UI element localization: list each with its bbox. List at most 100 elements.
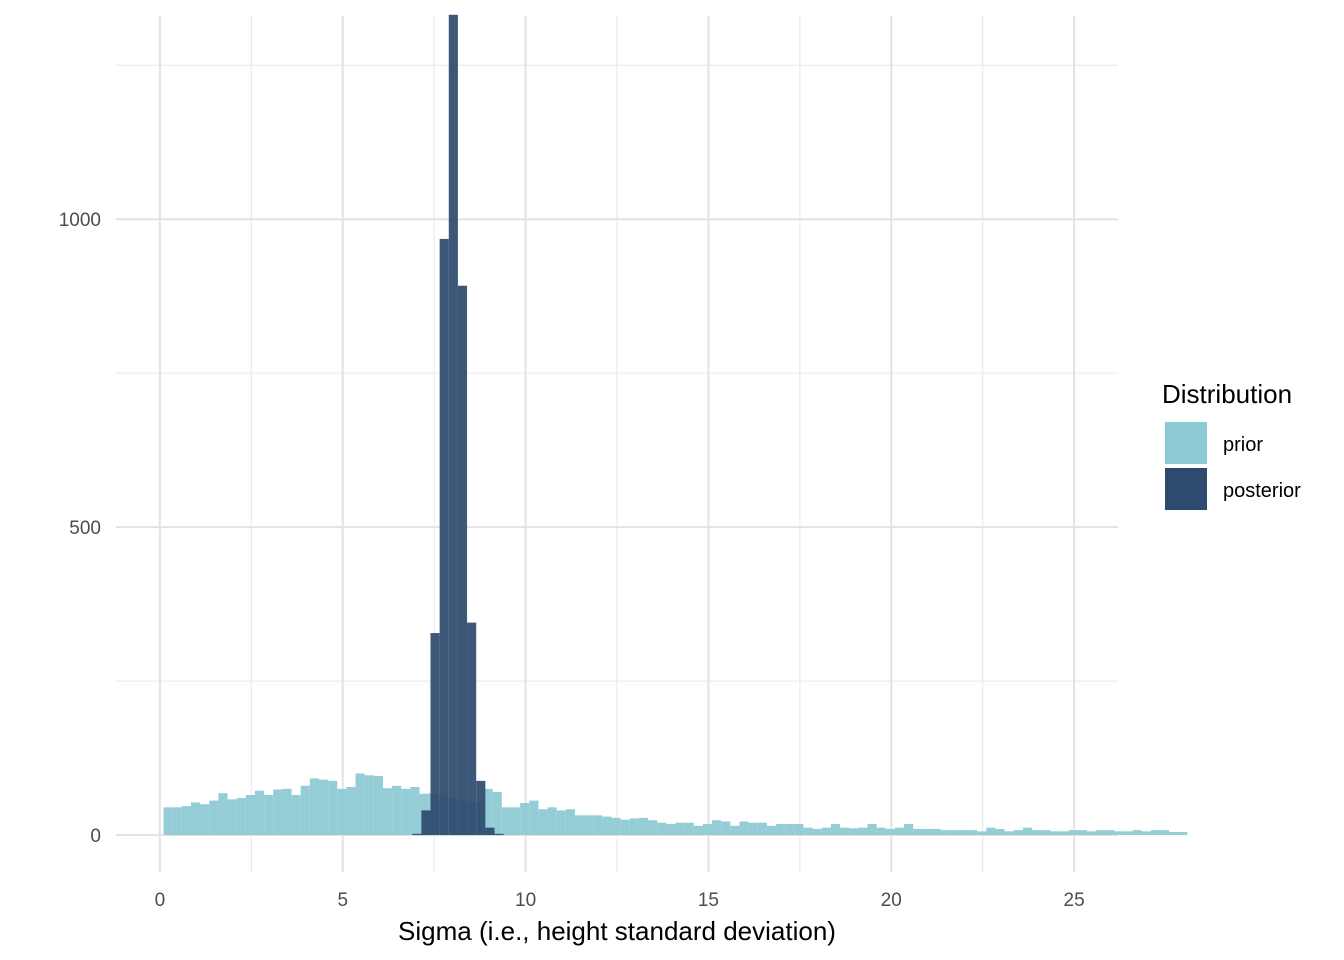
prior-bar [190,802,201,836]
prior-bar [611,817,621,836]
x-tick-label: 10 [515,890,536,911]
prior-bar [1150,830,1161,836]
prior-bar [200,804,210,836]
posterior-series [412,14,504,836]
prior-bar [766,825,777,836]
prior-bar [1050,831,1060,836]
prior-bar [876,827,886,836]
legend-label-posterior: posterior [1223,480,1301,502]
prior-bar [757,822,767,836]
prior-bar [1105,830,1115,836]
prior-bar [254,790,265,836]
legend-key-posterior [1165,468,1207,510]
prior-bar [1086,831,1097,836]
prior-bar [1123,831,1133,836]
y-tick-label: 500 [69,518,101,539]
prior-bar [840,827,850,836]
prior-bar [776,823,786,836]
prior-bar [684,822,694,836]
prior-bar [693,825,703,836]
prior-bar [410,787,420,836]
prior-bar [794,823,804,836]
prior-bar [1013,830,1023,836]
prior-bar [858,827,868,836]
posterior-bar [430,633,440,836]
prior-bar [373,775,383,836]
axis-labels: 0 5 10 15 20 25 0 500 1000 [59,210,1085,911]
prior-bar [904,823,914,836]
prior-bar [236,798,246,836]
prior-bar [355,773,365,836]
prior-bar [894,827,905,836]
prior-bar [218,793,228,836]
prior-bar [501,807,511,836]
x-tick-label: 15 [698,890,719,911]
prior-bar [172,807,182,836]
prior-bar [529,800,539,836]
grid-layer [116,16,1118,872]
prior-bar [785,823,795,836]
posterior-bar [448,14,458,836]
prior-bar [739,821,749,836]
prior-bar [602,816,612,836]
prior-bar [401,788,411,836]
prior-bar [922,828,932,836]
prior-bar [273,789,283,836]
prior-bar [712,820,722,836]
prior-bar [163,807,173,836]
prior-bar [574,815,585,836]
legend: Distribution prior posterior [1162,379,1301,510]
prior-bar [931,828,941,836]
prior-bar [584,815,594,836]
prior-bar [181,806,191,836]
prior-bar [885,828,895,836]
prior-bar [227,799,237,836]
posterior-bar [439,238,449,836]
prior-bar [337,788,347,836]
prior-bar [520,803,530,836]
prior-bar [1132,830,1142,836]
prior-bar [1169,831,1179,836]
prior-bar [638,817,649,836]
prior-bar [830,823,841,836]
prior-bar [282,788,292,836]
prior-bar [492,791,502,836]
prior-bar [748,822,758,836]
posterior-bar [421,810,431,836]
prior-bar [1114,831,1124,836]
legend-label-prior: prior [1223,434,1263,456]
prior-bar [629,818,639,836]
prior-bar [556,810,566,836]
prior-bar [949,830,959,836]
prior-bar [483,788,493,836]
x-tick-label: 20 [881,890,902,911]
prior-bar [538,809,548,836]
prior-bar [264,795,274,836]
prior-bar [392,785,402,836]
prior-bar [1032,830,1042,836]
prior-bar [657,822,667,836]
prior-bar [958,830,969,836]
posterior-bar [467,622,477,836]
prior-bar [702,823,713,836]
prior-bar [510,807,521,836]
prior-bar [913,828,923,836]
posterior-bar [494,833,504,836]
prior-bar [867,823,877,836]
prior-bar [803,827,813,836]
posterior-bar [457,285,468,836]
prior-bar [346,787,356,836]
x-tick-label: 25 [1064,890,1085,911]
prior-bar [675,822,685,836]
prior-bar [666,823,676,836]
prior-bar [821,827,831,836]
y-tick-label: 0 [90,826,101,847]
prior-bar [291,795,301,836]
prior-bar [620,819,630,836]
prior-bar [849,828,859,836]
prior-bar [1068,830,1078,836]
posterior-bar [485,827,495,836]
prior-bar [1096,830,1106,836]
prior-bar [1041,830,1051,836]
